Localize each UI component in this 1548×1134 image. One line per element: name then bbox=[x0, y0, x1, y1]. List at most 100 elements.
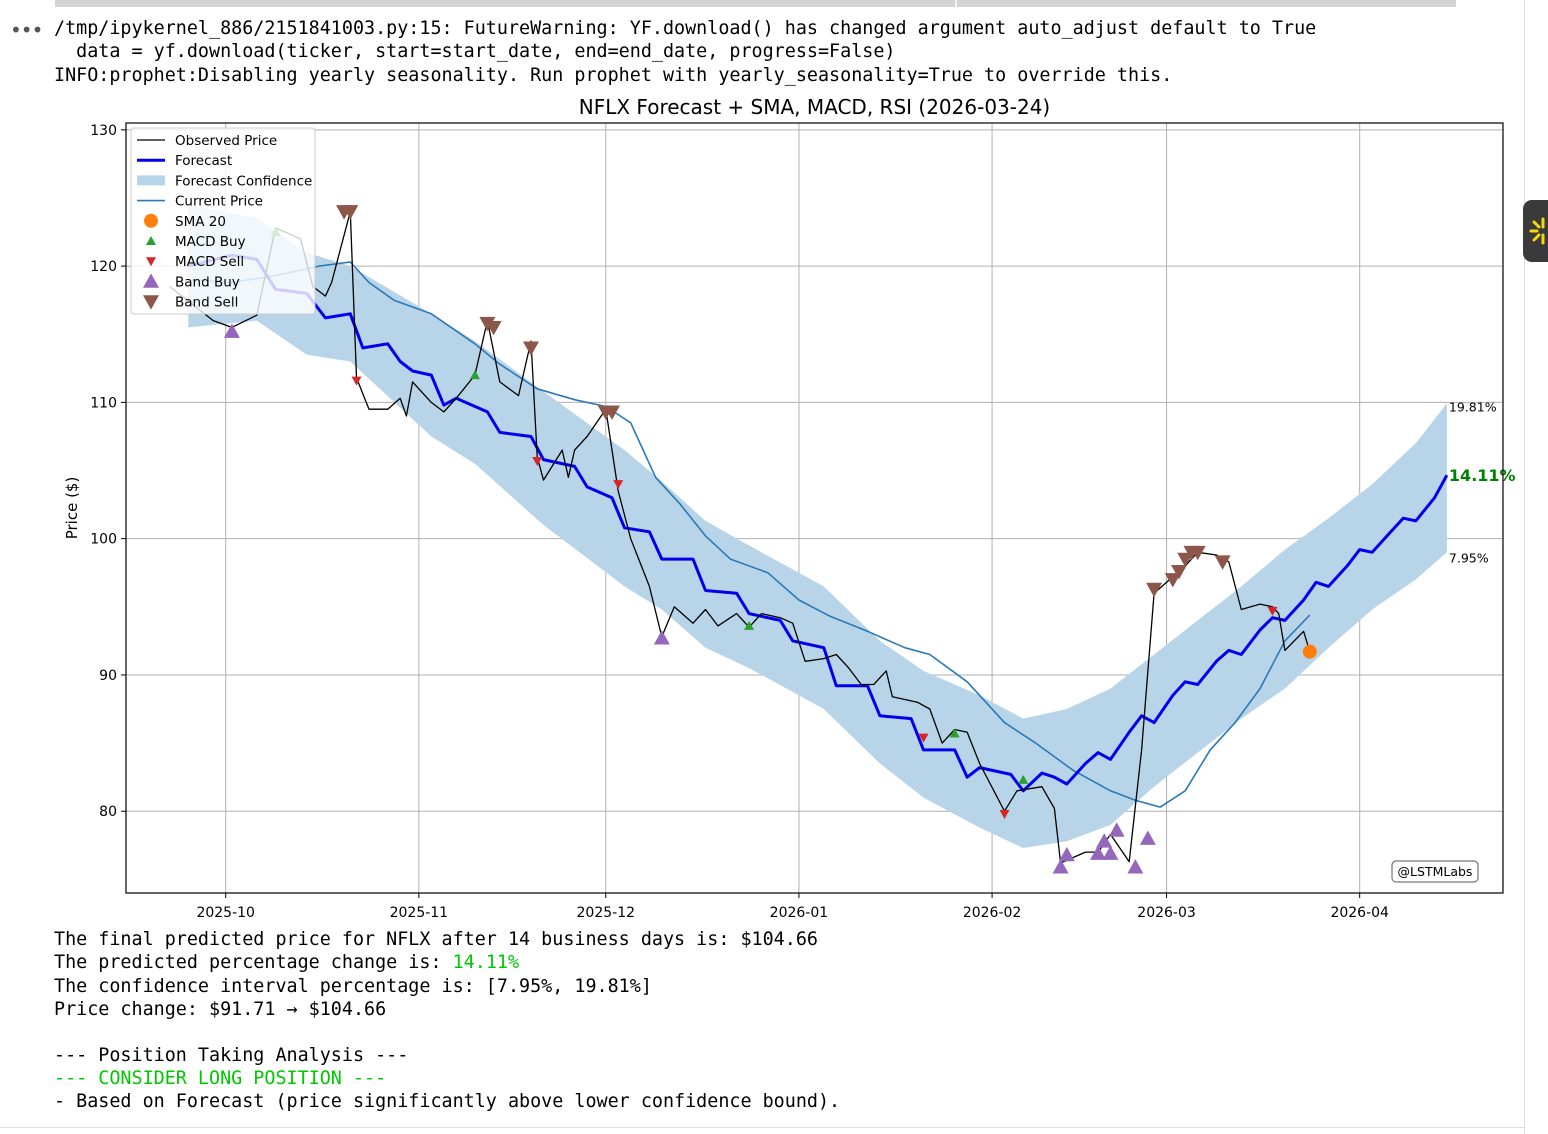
cell-output-menu-button[interactable]: ••• bbox=[10, 18, 43, 42]
chart-legend: Observed Price Forecast Forecast Confidenc… bbox=[130, 127, 316, 315]
chart-title: NFLX Forecast + SMA, MACD, RSI (2026-03-… bbox=[579, 95, 1050, 119]
band-buy-marker bbox=[1052, 859, 1069, 874]
upper-pct-label: 19.81% bbox=[1449, 399, 1497, 414]
band-sell-marker bbox=[1177, 552, 1194, 568]
y-tick-label: 80 bbox=[99, 804, 117, 820]
legend-label: Band Buy bbox=[175, 274, 240, 290]
assistant-sidebar-toggle[interactable] bbox=[1523, 200, 1548, 262]
watermark-text: @LSTMLabs bbox=[1398, 864, 1473, 879]
scrollbar-divider bbox=[955, 0, 957, 7]
forecast-chart: NFLX Forecast + SMA, MACD, RSI (2026-03-… bbox=[63, 95, 1516, 921]
cell-frame-right bbox=[1524, 0, 1525, 1134]
band-sell-marker bbox=[1171, 564, 1187, 580]
band-buy-marker bbox=[1058, 846, 1075, 862]
legend-label: Forecast Confidence bbox=[175, 173, 312, 189]
band-buy-marker bbox=[1090, 845, 1106, 860]
x-tick-label: 2025-12 bbox=[577, 905, 636, 921]
legend-swatch bbox=[143, 295, 159, 310]
analysis-reason: - Based on Forecast (price significantly… bbox=[54, 1091, 841, 1112]
legend-item: MACD Buy bbox=[146, 234, 246, 250]
current-price-line bbox=[188, 261, 1311, 808]
x-tick-label: 2026-03 bbox=[1137, 905, 1196, 921]
band-buy-marker bbox=[223, 323, 240, 338]
band-sell-marker bbox=[523, 341, 539, 356]
y-tick-label: 130 bbox=[90, 123, 117, 139]
warning-line-1: /tmp/ipykernel_886/2151841003.py:15: Fut… bbox=[54, 18, 1317, 39]
info-line: INFO:prophet:Disabling yearly seasonalit… bbox=[54, 65, 1173, 86]
analysis-signal: --- CONSIDER LONG POSITION --- bbox=[54, 1068, 387, 1089]
forecast-line bbox=[187, 253, 1449, 793]
y-tick-label: 100 bbox=[90, 532, 117, 548]
legend-item: Forecast bbox=[137, 153, 232, 169]
x-tick-label: 2026-04 bbox=[1330, 905, 1389, 921]
legend-item: Band Sell bbox=[143, 295, 238, 311]
legend-swatch bbox=[143, 273, 159, 288]
horizontal-scrollbar[interactable] bbox=[55, 0, 1456, 7]
legend-item: Observed Price bbox=[137, 133, 277, 149]
cell-frame-bottom bbox=[0, 1127, 1525, 1128]
x-tick-label: 2025-11 bbox=[390, 905, 449, 921]
legend-swatch bbox=[137, 175, 165, 186]
legend-swatch bbox=[144, 213, 158, 228]
legend-label: Observed Price bbox=[175, 133, 277, 149]
x-tick-label: 2025-10 bbox=[196, 905, 255, 921]
legend-swatch bbox=[146, 257, 156, 267]
legend-label: SMA 20 bbox=[175, 214, 226, 230]
band-sell-marker bbox=[1189, 545, 1206, 561]
legend-item: Band Buy bbox=[143, 273, 240, 290]
legend-swatch bbox=[146, 236, 156, 245]
band-sell-marker bbox=[342, 205, 359, 220]
band-buy-marker bbox=[1096, 833, 1113, 848]
watermark-border bbox=[1391, 860, 1479, 883]
macd-sell-marker bbox=[532, 456, 543, 466]
legend-item: SMA 20 bbox=[144, 213, 226, 230]
band-sell-marker bbox=[1164, 573, 1181, 588]
macd-sell-marker bbox=[351, 376, 362, 386]
watermark-box: @LSTMLabs bbox=[1391, 860, 1479, 883]
macd-sell-marker bbox=[918, 733, 929, 743]
legend-label: Current Price bbox=[175, 194, 263, 210]
pct-change-line: The predicted percentage change is: 14.1… bbox=[54, 951, 519, 974]
y-tick-label: 90 bbox=[99, 668, 117, 684]
macd-sell-marker bbox=[999, 809, 1010, 819]
x-tick-label: 2026-02 bbox=[963, 905, 1022, 921]
analysis-header: --- Position Taking Analysis --- bbox=[54, 1045, 409, 1066]
ci-line: The confidence interval percentage is: [… bbox=[54, 976, 652, 997]
sma20-marker bbox=[1302, 644, 1317, 659]
macd-buy-marker bbox=[469, 370, 480, 380]
final-price-line: The final predicted price for NFLX after… bbox=[54, 929, 818, 950]
legend-label: MACD Sell bbox=[175, 254, 244, 270]
band-sell-marker bbox=[604, 405, 620, 420]
x-tick-label: 2026-01 bbox=[770, 905, 829, 921]
band-sell-marker bbox=[1214, 555, 1231, 570]
band-buy-marker bbox=[1108, 822, 1125, 837]
legend-item: MACD Sell bbox=[146, 254, 244, 270]
band-buy-marker bbox=[653, 630, 670, 645]
warning-line-2: data = yf.download(ticker, start=start_d… bbox=[54, 41, 896, 62]
y-axis-label: Price ($) bbox=[63, 477, 81, 540]
band-sell-marker bbox=[485, 321, 502, 336]
lower-pct-label: 7.95% bbox=[1449, 550, 1489, 565]
macd-sell-marker bbox=[613, 480, 624, 490]
band-buy-marker bbox=[1139, 830, 1156, 845]
pct-change-prefix: The predicted percentage change is: bbox=[54, 952, 453, 973]
legend-item: Current Price bbox=[137, 194, 263, 210]
legend-label: MACD Buy bbox=[175, 234, 246, 250]
legend-box bbox=[130, 127, 316, 315]
legend-label: Band Sell bbox=[175, 295, 238, 311]
band-buy-marker bbox=[1102, 845, 1119, 860]
sparkle-icon bbox=[1529, 217, 1545, 245]
band-sell-marker bbox=[1146, 582, 1163, 598]
band-buy-marker bbox=[1127, 859, 1144, 874]
legend-label: Forecast bbox=[175, 153, 232, 169]
macd-buy-marker bbox=[1018, 774, 1029, 784]
y-tick-label: 110 bbox=[90, 395, 117, 411]
y-tick-label: 120 bbox=[90, 259, 117, 275]
macd-buy-marker bbox=[949, 728, 960, 738]
legend-item: Forecast Confidence bbox=[137, 173, 312, 189]
pct-change-value: 14.11% bbox=[452, 952, 520, 973]
plot-frame bbox=[125, 122, 1504, 894]
price-change-line: Price change: $91.71 → $104.66 bbox=[54, 999, 387, 1020]
macd-sell-marker bbox=[1267, 606, 1278, 616]
macd-buy-marker bbox=[744, 620, 755, 630]
